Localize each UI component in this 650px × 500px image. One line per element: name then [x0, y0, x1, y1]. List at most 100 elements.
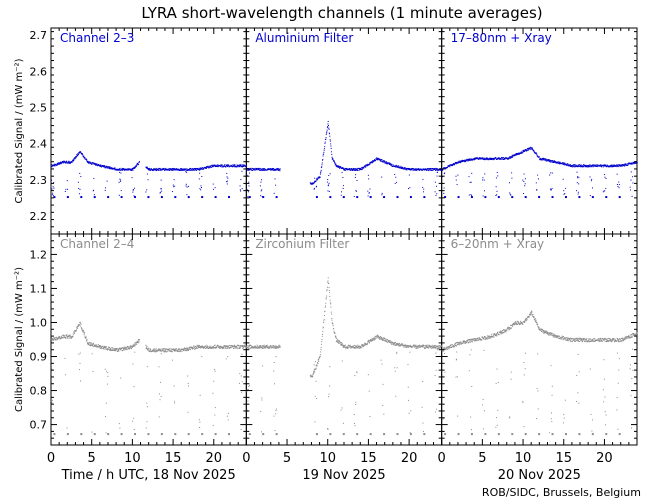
data-point: [107, 166, 109, 168]
data-point: [578, 338, 580, 340]
data-point: [542, 331, 544, 333]
data-point: [159, 192, 161, 194]
data-point: [217, 166, 219, 168]
data-point: [379, 160, 381, 162]
data-point: [487, 159, 489, 161]
data-point: [477, 337, 479, 339]
data-point: [456, 358, 458, 360]
data-point: [456, 345, 458, 347]
data-point: [239, 382, 241, 384]
data-point: [581, 339, 583, 341]
data-point: [351, 168, 353, 170]
data-point: [239, 346, 241, 348]
data-point: [247, 388, 249, 390]
data-point: [563, 162, 565, 164]
data-point: [481, 158, 483, 160]
data-point: [69, 162, 71, 164]
data-point: [70, 337, 72, 339]
data-point: [97, 164, 99, 166]
data-point: [516, 153, 518, 155]
data-point: [485, 159, 487, 161]
data-point: [588, 166, 590, 168]
data-point: [478, 339, 480, 341]
data-point: [497, 196, 500, 199]
data-point: [163, 351, 165, 353]
data-point: [622, 164, 624, 166]
data-point: [428, 168, 430, 170]
data-point: [129, 169, 131, 171]
data-point: [276, 346, 278, 348]
data-point: [458, 162, 460, 164]
data-point: [323, 149, 325, 151]
data-point: [626, 337, 628, 339]
data-point: [249, 167, 251, 169]
data-point: [584, 166, 586, 168]
data-point: [245, 165, 247, 167]
data-point: [96, 163, 98, 165]
data-point: [67, 162, 69, 164]
data-point: [555, 161, 557, 163]
data-point: [521, 152, 523, 154]
data-point: [564, 399, 566, 401]
data-point: [325, 138, 327, 140]
data-point: [89, 161, 91, 163]
data-point: [552, 334, 554, 336]
data-point: [201, 433, 204, 436]
data-point: [394, 367, 396, 369]
data-point: [360, 168, 362, 170]
data-point: [608, 166, 610, 168]
data-point: [64, 335, 66, 337]
data-point: [96, 344, 98, 346]
data-point: [552, 160, 554, 162]
data-point: [181, 169, 183, 171]
data-point: [466, 158, 468, 160]
data-point: [51, 372, 52, 374]
data-point: [591, 165, 593, 167]
data-point: [174, 350, 176, 352]
data-point: [389, 341, 391, 343]
data-point: [543, 157, 545, 159]
data-point: [317, 362, 319, 364]
data-point: [528, 316, 530, 318]
data-point: [221, 347, 223, 349]
data-point: [578, 196, 581, 199]
data-point: [584, 165, 586, 167]
data-point: [218, 347, 220, 349]
data-point: [585, 341, 587, 343]
data-point: [361, 343, 363, 345]
data-point: [240, 164, 242, 166]
data-point: [444, 347, 446, 349]
data-point: [197, 344, 199, 346]
data-point: [250, 345, 252, 347]
data-point: [184, 347, 186, 349]
data-point: [158, 393, 160, 395]
data-point: [565, 339, 567, 341]
data-point: [331, 322, 333, 324]
data-point: [530, 148, 532, 150]
data-point: [132, 168, 134, 170]
data-point: [115, 350, 117, 352]
data-point: [218, 347, 220, 349]
data-point: [470, 195, 472, 197]
data-point: [359, 168, 361, 170]
data-point: [363, 344, 365, 346]
data-point: [270, 345, 272, 347]
data-point: [185, 350, 187, 352]
data-point: [240, 190, 242, 192]
data-point: [581, 338, 583, 340]
data-point: [504, 329, 506, 331]
data-point: [105, 346, 107, 348]
data-point: [215, 166, 217, 168]
data-point: [164, 168, 166, 170]
data-point: [436, 175, 438, 177]
data-point: [327, 125, 329, 127]
data-point: [607, 165, 609, 167]
data-point: [603, 164, 605, 166]
data-point: [249, 384, 251, 386]
data-point: [457, 415, 459, 417]
data-point: [434, 168, 436, 170]
data-point: [484, 335, 486, 337]
data-point: [435, 347, 437, 349]
data-point: [181, 168, 183, 170]
data-point: [395, 344, 397, 346]
